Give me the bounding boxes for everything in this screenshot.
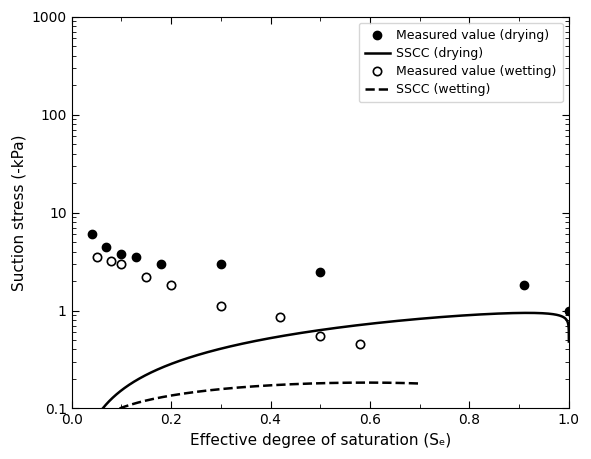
Line: SSCC (drying): SSCC (drying) (103, 313, 569, 409)
Measured value (wetting) (217, 304, 225, 309)
SSCC (drying) (99, 406, 106, 411)
Measured value (wetting) (277, 315, 284, 320)
Line: SSCC (wetting): SSCC (wetting) (119, 383, 420, 409)
SSCC (wetting) (301, 381, 308, 386)
SSCC (wetting) (306, 381, 313, 386)
Measured value (drying) (133, 254, 140, 260)
SSCC (drying) (435, 314, 442, 320)
Line: Measured value (wetting): Measured value (wetting) (92, 253, 364, 349)
SSCC (drying) (321, 327, 328, 332)
SSCC (wetting) (274, 382, 281, 388)
SSCC (drying) (476, 312, 483, 317)
Measured value (drying) (88, 231, 95, 237)
Measured value (wetting) (118, 261, 125, 267)
Measured value (drying) (317, 269, 324, 274)
Measured value (drying) (158, 261, 165, 267)
Measured value (drying) (103, 244, 110, 249)
SSCC (wetting) (335, 380, 342, 386)
SSCC (drying) (566, 339, 573, 344)
Legend: Measured value (drying), SSCC (drying), Measured value (wetting), SSCC (wetting): Measured value (drying), SSCC (drying), … (359, 23, 563, 102)
SSCC (wetting) (116, 406, 123, 411)
Measured value (drying) (566, 308, 573, 313)
Measured value (wetting) (168, 283, 175, 288)
Measured value (wetting) (108, 258, 115, 264)
Measured value (wetting) (142, 274, 150, 280)
Y-axis label: Suction stress (-kPa): Suction stress (-kPa) (11, 134, 26, 291)
SSCC (drying) (296, 330, 303, 336)
Measured value (wetting) (356, 342, 363, 347)
Measured value (drying) (217, 261, 225, 267)
X-axis label: Effective degree of saturation (Sₑ): Effective degree of saturation (Sₑ) (190, 433, 451, 448)
Measured value (wetting) (317, 333, 324, 339)
Measured value (drying) (521, 283, 528, 288)
Measured value (drying) (118, 251, 125, 257)
SSCC (wetting) (416, 381, 423, 386)
SSCC (wetting) (275, 382, 282, 388)
Measured value (wetting) (93, 254, 100, 260)
SSCC (drying) (524, 310, 531, 316)
SSCC (drying) (327, 326, 335, 331)
SSCC (wetting) (363, 380, 371, 386)
SSCC (drying) (242, 340, 249, 346)
SSCC (wetting) (410, 381, 417, 386)
Line: Measured value (drying): Measured value (drying) (87, 230, 573, 315)
